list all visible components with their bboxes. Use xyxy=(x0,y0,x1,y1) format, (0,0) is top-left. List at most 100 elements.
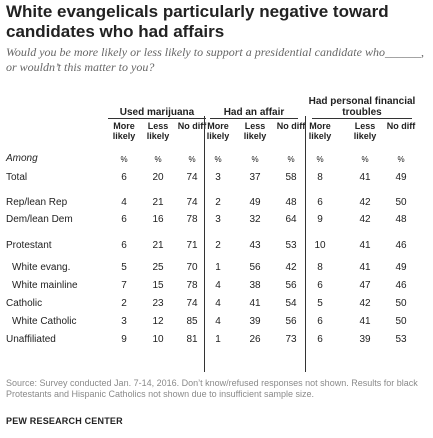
table-cell: 41 xyxy=(359,240,371,251)
column-header: No diff xyxy=(276,121,306,131)
brand-label: PEW RESEARCH CENTER xyxy=(6,416,123,426)
table-cell: 41 xyxy=(359,316,371,327)
table-cell: 50 xyxy=(395,298,407,309)
table-cell: 3 xyxy=(121,316,127,327)
table-cell: 2 xyxy=(215,197,221,208)
table-cell: 16 xyxy=(152,214,164,225)
table-cell: 21 xyxy=(152,197,164,208)
unit-cell: % xyxy=(154,155,162,164)
row-label: White evang. xyxy=(12,262,71,273)
table-cell: 42 xyxy=(359,298,371,309)
table-cell: 53 xyxy=(285,240,297,251)
table-cell: 6 xyxy=(317,334,323,345)
table-cell: 6 xyxy=(317,316,323,327)
table-cell: 10 xyxy=(314,240,326,251)
table-cell: 12 xyxy=(152,316,164,327)
table-cell: 26 xyxy=(249,334,261,345)
table-cell: 15 xyxy=(152,280,164,291)
unit-cell: % xyxy=(120,155,128,164)
group-underline xyxy=(312,118,412,119)
table-cell: 50 xyxy=(395,316,407,327)
table-cell: 6 xyxy=(317,197,323,208)
table-cell: 4 xyxy=(215,316,221,327)
table-cell: 8 xyxy=(317,262,323,273)
table-cell: 74 xyxy=(186,298,198,309)
table-cell: 64 xyxy=(285,214,297,225)
table-cell: 25 xyxy=(152,262,164,273)
column-divider xyxy=(204,116,205,372)
table-cell: 4 xyxy=(215,280,221,291)
unit-cell: % xyxy=(316,155,324,164)
table-cell: 73 xyxy=(285,334,297,345)
table-cell: 3 xyxy=(215,214,221,225)
table-cell: 39 xyxy=(249,316,261,327)
table-cell: 49 xyxy=(395,262,407,273)
table-cell: 5 xyxy=(317,298,323,309)
table-cell: 2 xyxy=(121,298,127,309)
table-cell: 49 xyxy=(249,197,261,208)
row-label: Total xyxy=(6,172,28,183)
table-cell: 23 xyxy=(152,298,164,309)
table-cell: 6 xyxy=(121,172,127,183)
table-cell: 1 xyxy=(215,262,221,273)
row-label: Catholic xyxy=(6,298,43,309)
table-cell: 78 xyxy=(186,214,198,225)
table-cell: 9 xyxy=(317,214,323,225)
source-note: Source: Survey conducted Jan. 7-14, 2016… xyxy=(6,378,418,399)
table-cell: 20 xyxy=(152,172,164,183)
column-header: Less likely xyxy=(243,121,267,141)
table-cell: 48 xyxy=(395,214,407,225)
units-row-label: Among xyxy=(6,153,38,164)
table-cell: 42 xyxy=(285,262,297,273)
unit-cell: % xyxy=(188,155,196,164)
table-cell: 49 xyxy=(395,172,407,183)
group-underline xyxy=(108,118,206,119)
unit-cell: % xyxy=(397,155,405,164)
column-header: More likely xyxy=(112,121,136,141)
group-underline xyxy=(210,118,298,119)
row-label: Protestant xyxy=(6,240,52,251)
table-cell: 54 xyxy=(285,298,297,309)
row-label: White mainline xyxy=(12,280,78,291)
table-cell: 6 xyxy=(121,214,127,225)
table-cell: 43 xyxy=(249,240,261,251)
table-cell: 21 xyxy=(152,240,164,251)
table-cell: 41 xyxy=(359,172,371,183)
table-cell: 74 xyxy=(186,197,198,208)
column-header: Less likely xyxy=(146,121,170,141)
table-cell: 50 xyxy=(395,197,407,208)
table-cell: 5 xyxy=(121,262,127,273)
table-cell: 74 xyxy=(186,172,198,183)
table-cell: 37 xyxy=(249,172,261,183)
table-cell: 39 xyxy=(359,334,371,345)
unit-cell: % xyxy=(214,155,222,164)
unit-cell: % xyxy=(251,155,259,164)
table-cell: 1 xyxy=(215,334,221,345)
table-cell: 42 xyxy=(359,214,371,225)
table-cell: 58 xyxy=(285,172,297,183)
column-header: No diff xyxy=(177,121,207,131)
unit-cell: % xyxy=(361,155,369,164)
row-label: Dem/lean Dem xyxy=(6,214,73,225)
column-header: Less likely xyxy=(353,121,377,141)
table-cell: 41 xyxy=(359,262,371,273)
column-header: More likely xyxy=(206,121,230,141)
column-header: More likely xyxy=(308,121,332,141)
column-divider xyxy=(305,116,306,372)
table-cell: 4 xyxy=(121,197,127,208)
table-cell: 46 xyxy=(395,240,407,251)
table-cell: 32 xyxy=(249,214,261,225)
unit-cell: % xyxy=(287,155,295,164)
table-cell: 7 xyxy=(121,280,127,291)
table-cell: 56 xyxy=(249,262,261,273)
table-cell: 6 xyxy=(317,280,323,291)
table-cell: 85 xyxy=(186,316,198,327)
table-cell: 3 xyxy=(215,172,221,183)
group-header: Had an affair xyxy=(223,107,285,118)
table-cell: 71 xyxy=(186,240,198,251)
table-cell: 81 xyxy=(186,334,198,345)
table-cell: 4 xyxy=(215,298,221,309)
table-cell: 2 xyxy=(215,240,221,251)
table-cell: 78 xyxy=(186,280,198,291)
chart-title: White evangelicals particularly negative… xyxy=(6,2,389,41)
